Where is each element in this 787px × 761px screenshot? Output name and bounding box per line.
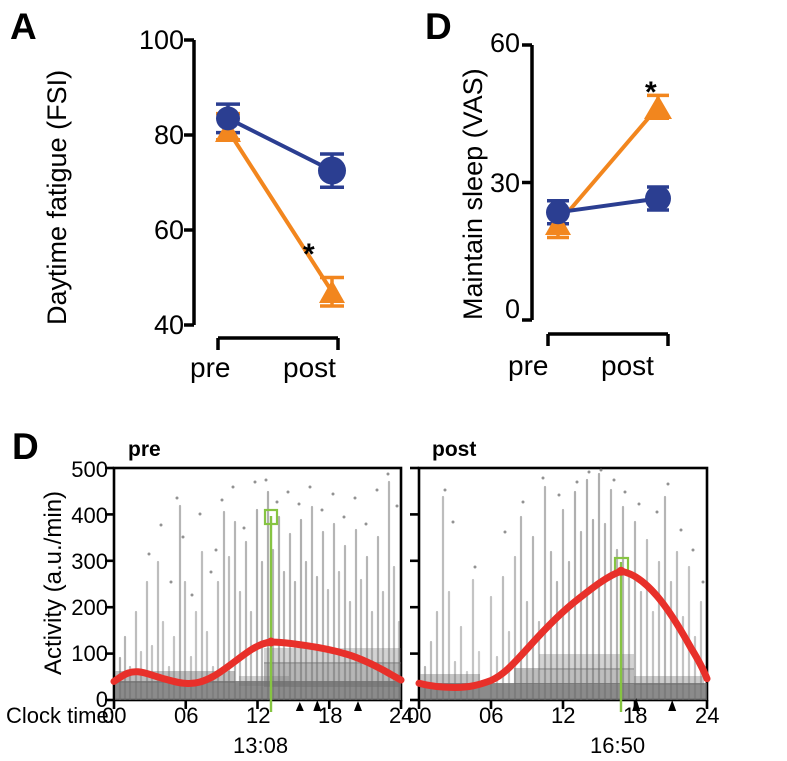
panel-d-bottom-post-label: post bbox=[432, 438, 477, 461]
panel-d-bottom-ytick-0: 0 bbox=[95, 687, 108, 712]
panel-a-significance-star: * bbox=[303, 238, 315, 271]
panel-a-letter: A bbox=[10, 6, 37, 47]
panel-d-bottom-pre-arrowhead-1 bbox=[295, 702, 304, 711]
panel-d-bottom-clock-time-label: Clock time: bbox=[6, 703, 115, 728]
panel-d-bottom-pre-acrophase-label: 13:08 bbox=[233, 733, 289, 758]
panel-d-bottom-post-acrophase-label: 16:50 bbox=[590, 733, 646, 758]
panel-a-y-axis-line bbox=[184, 38, 196, 327]
panel-a-plot bbox=[184, 38, 346, 350]
panel-d-bottom-pre-cosinor-curve bbox=[110, 638, 405, 687]
panel-d-bottom-pre-xticks bbox=[112, 700, 403, 709]
panel-a-y-axis-title: Daytime fatigue (FSI) bbox=[42, 69, 72, 325]
panel-d-top-blue-line bbox=[557, 196, 659, 215]
panel-d-top-x-axis-bracket bbox=[546, 332, 670, 346]
panel-d-top-letter: D bbox=[425, 6, 452, 47]
panel-d-bottom-letter: D bbox=[12, 426, 39, 467]
panel-a-xtick-pre: pre bbox=[190, 352, 231, 383]
panel-d-bottom-post-xtick-24: 24 bbox=[695, 703, 720, 728]
panel-d-bottom-pre-yticks bbox=[105, 466, 114, 702]
panel-d-bottom-post-xtick-18: 18 bbox=[623, 703, 648, 728]
panel-a-orange-marker-post bbox=[319, 280, 345, 303]
panel-d-bottom-pre-scatter bbox=[115, 472, 401, 700]
panel-a-blue-line bbox=[227, 116, 333, 173]
panel-d-bottom-pre-plot bbox=[105, 466, 405, 712]
panel-d-bottom-pre-arrowhead-2 bbox=[313, 700, 322, 711]
panel-d-bottom-post-scatter bbox=[420, 468, 707, 700]
panel-a-ytick-100: 100 bbox=[138, 25, 184, 55]
panel-a-ytick-40: 40 bbox=[153, 310, 184, 340]
panel-d-bottom-pre-acrophase-box bbox=[263, 508, 279, 526]
panel-d-bottom-ytick-200: 200 bbox=[71, 595, 108, 620]
panel-d-bottom-pre-label: pre bbox=[128, 438, 161, 461]
panel-d-bottom-post-plot bbox=[410, 466, 711, 712]
panel-a-blue-marker-pre bbox=[216, 106, 240, 131]
panel-d-bottom-post-cosinor-curve bbox=[415, 567, 711, 692]
panel-d-top-orange-marker-post bbox=[644, 95, 672, 119]
panel-d-top-blue-marker-pre bbox=[546, 200, 570, 225]
panel-d-top-xtick-pre: pre bbox=[508, 350, 549, 381]
panel-d-bottom-post-arrowhead-2 bbox=[668, 700, 677, 711]
panel-d-bottom-post-xtick-12: 12 bbox=[551, 703, 576, 728]
panel-d-bottom-post-yticks bbox=[410, 466, 419, 702]
panel-d-top-xtick-post: post bbox=[601, 350, 654, 381]
panel-d-top-blue-marker-post bbox=[645, 185, 671, 212]
panel-a-ytick-80: 80 bbox=[153, 120, 184, 150]
panel-d-bottom-post-xtick-06: 06 bbox=[479, 703, 504, 728]
panel-a-x-axis-bracket bbox=[216, 336, 340, 350]
panel-d-top-plot bbox=[522, 43, 672, 346]
panel-d-bottom-pre-arrowhead-3 bbox=[354, 701, 362, 711]
panel-d-bottom-post-acrophase-point bbox=[616, 566, 626, 576]
panel-a-orange-marker-pre bbox=[215, 119, 241, 142]
panel-a-xtick-post: post bbox=[283, 352, 336, 383]
panel-d-bottom-ytick-500: 500 bbox=[71, 457, 108, 482]
panel-d-top-orange-line bbox=[556, 105, 660, 226]
panel-d-bottom-ytick-300: 300 bbox=[71, 549, 108, 574]
panel-d-top-ytick-30: 30 bbox=[489, 168, 520, 198]
panel-d-bottom-ytick-400: 400 bbox=[71, 503, 108, 528]
panel-d-top-ytick-60: 60 bbox=[489, 28, 520, 58]
panel-d-bottom-pre-xtick-24: 24 bbox=[389, 703, 414, 728]
panel-d-bottom-pre-xtick-00: 00 bbox=[102, 703, 127, 728]
panel-d-bottom-ytick-100: 100 bbox=[71, 641, 108, 666]
panel-a-blue-marker-post bbox=[318, 156, 346, 185]
panel-d-top-ytick-0: 0 bbox=[504, 294, 520, 324]
panel-d-bottom-post-arrowhead-1 bbox=[632, 698, 641, 711]
panel-d-top-significance-star: * bbox=[645, 76, 657, 109]
panel-d-bottom-pre-xtick-18: 18 bbox=[318, 703, 343, 728]
panel-d-bottom-post-xtick-00: 00 bbox=[407, 703, 432, 728]
panel-d-bottom-pre-xtick-06: 06 bbox=[174, 703, 199, 728]
panel-a-ytick-60: 60 bbox=[153, 215, 184, 245]
panel-d-bottom-pre-xtick-12: 12 bbox=[246, 703, 271, 728]
panel-a-orange-line bbox=[226, 129, 334, 293]
panel-d-bottom-pre-acrophase-point bbox=[266, 637, 276, 647]
